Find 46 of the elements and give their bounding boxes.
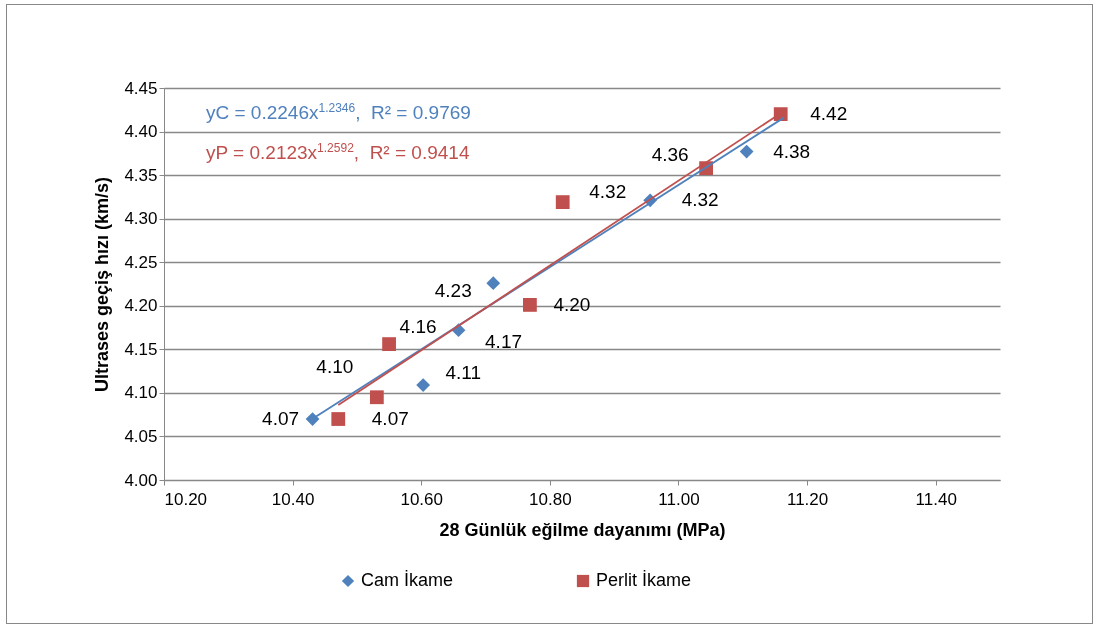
y-tick-label: 4.15 bbox=[124, 339, 158, 359]
y-tick-label: 4.40 bbox=[124, 122, 158, 142]
x-tick-label: 11.40 bbox=[915, 489, 957, 509]
point bbox=[369, 390, 384, 405]
data-label: 4.17 bbox=[485, 331, 523, 353]
x-axis-title: 28 Günlük eğilme dayanımı (MPa) bbox=[439, 519, 726, 540]
y-tick-label: 4.35 bbox=[124, 165, 158, 185]
y-tick-label: 4.00 bbox=[124, 470, 158, 490]
point bbox=[382, 337, 396, 351]
data-label: 4.20 bbox=[553, 293, 591, 315]
point bbox=[555, 195, 570, 210]
point bbox=[305, 412, 320, 426]
annotation: yC = 0.2246x$^{1.2346}$, R² = 0.9769 bbox=[206, 101, 471, 125]
data-label: 4.11 bbox=[445, 362, 481, 384]
data-label: 4.07 bbox=[262, 408, 300, 430]
data-label: 4.42 bbox=[810, 103, 848, 125]
x-tick-label: 10.40 bbox=[271, 489, 315, 509]
x-tick-label: 10.80 bbox=[529, 489, 572, 509]
x-tick-label: 11.20 bbox=[786, 489, 829, 509]
data-label: 4.23 bbox=[434, 280, 472, 302]
point bbox=[773, 107, 788, 122]
data-label: 4.36 bbox=[651, 144, 689, 166]
data-label: 4.32 bbox=[681, 189, 719, 211]
x-tick-label: 10.60 bbox=[400, 489, 443, 509]
x-tick-label: 11.00 bbox=[658, 489, 700, 509]
y-tick-label: 4.25 bbox=[124, 252, 158, 272]
data-label: 4.38 bbox=[773, 140, 811, 162]
y-tick-label: 4.20 bbox=[124, 296, 158, 316]
y-tick-label: 4.45 bbox=[124, 78, 158, 98]
x-tick-label: 10.20 bbox=[164, 489, 208, 509]
y-axis-title: Ultrases geçiş hızı (km/s) bbox=[92, 176, 113, 393]
point bbox=[739, 144, 754, 159]
legend-label: Cam İkame bbox=[361, 570, 454, 590]
point bbox=[523, 298, 537, 312]
legend-label: Perlit İkame bbox=[596, 570, 692, 590]
point bbox=[331, 412, 346, 426]
data-label: 4.32 bbox=[589, 181, 627, 203]
y-tick-label: 4.05 bbox=[124, 426, 158, 446]
data-label: 4.16 bbox=[399, 316, 437, 338]
annotation: yP = 0.2123x$^{1.2592}$, R² = 0.9414 bbox=[206, 141, 470, 165]
y-tick-label: 4.30 bbox=[124, 209, 158, 229]
point bbox=[486, 276, 501, 291]
data-label: 4.10 bbox=[316, 356, 354, 378]
point bbox=[416, 378, 431, 392]
y-tick-label: 4.10 bbox=[124, 383, 158, 403]
data-label: 4.07 bbox=[371, 408, 409, 430]
